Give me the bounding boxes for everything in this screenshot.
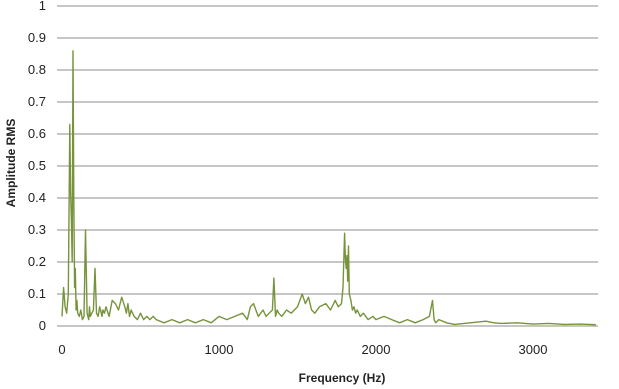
y-tick-label: 0.3 [28, 222, 46, 237]
y-tick-label: 1 [39, 0, 46, 13]
y-axis-ticks: 0 0.1 0.2 0.3 0.4 0.5 0.6 0.7 0.8 0.9 1 [28, 0, 46, 333]
series-line-0 [61, 50, 596, 326]
x-tick-label: 3000 [519, 342, 548, 357]
y-tick-label: 0 [39, 318, 46, 333]
series-layer [61, 50, 596, 326]
y-tick-label: 0.7 [28, 94, 46, 109]
y-axis-title: Amplitude RMS [4, 119, 18, 208]
y-tick-label: 0.1 [28, 286, 46, 301]
x-tick-label: 2000 [362, 342, 391, 357]
x-axis-title: Frequency (Hz) [299, 371, 386, 385]
y-tick-label: 0.6 [28, 126, 46, 141]
y-tick-label: 0.5 [28, 158, 46, 173]
y-tick-label: 0.8 [28, 62, 46, 77]
y-tick-label: 0.2 [28, 254, 46, 269]
y-tick-label: 0.4 [28, 190, 46, 205]
x-tick-label: 1000 [205, 342, 234, 357]
x-axis-ticks: 0 1000 2000 3000 [58, 342, 547, 357]
gridlines [57, 5, 598, 327]
y-tick-label: 0.9 [28, 30, 46, 45]
x-tick-label: 0 [58, 342, 65, 357]
